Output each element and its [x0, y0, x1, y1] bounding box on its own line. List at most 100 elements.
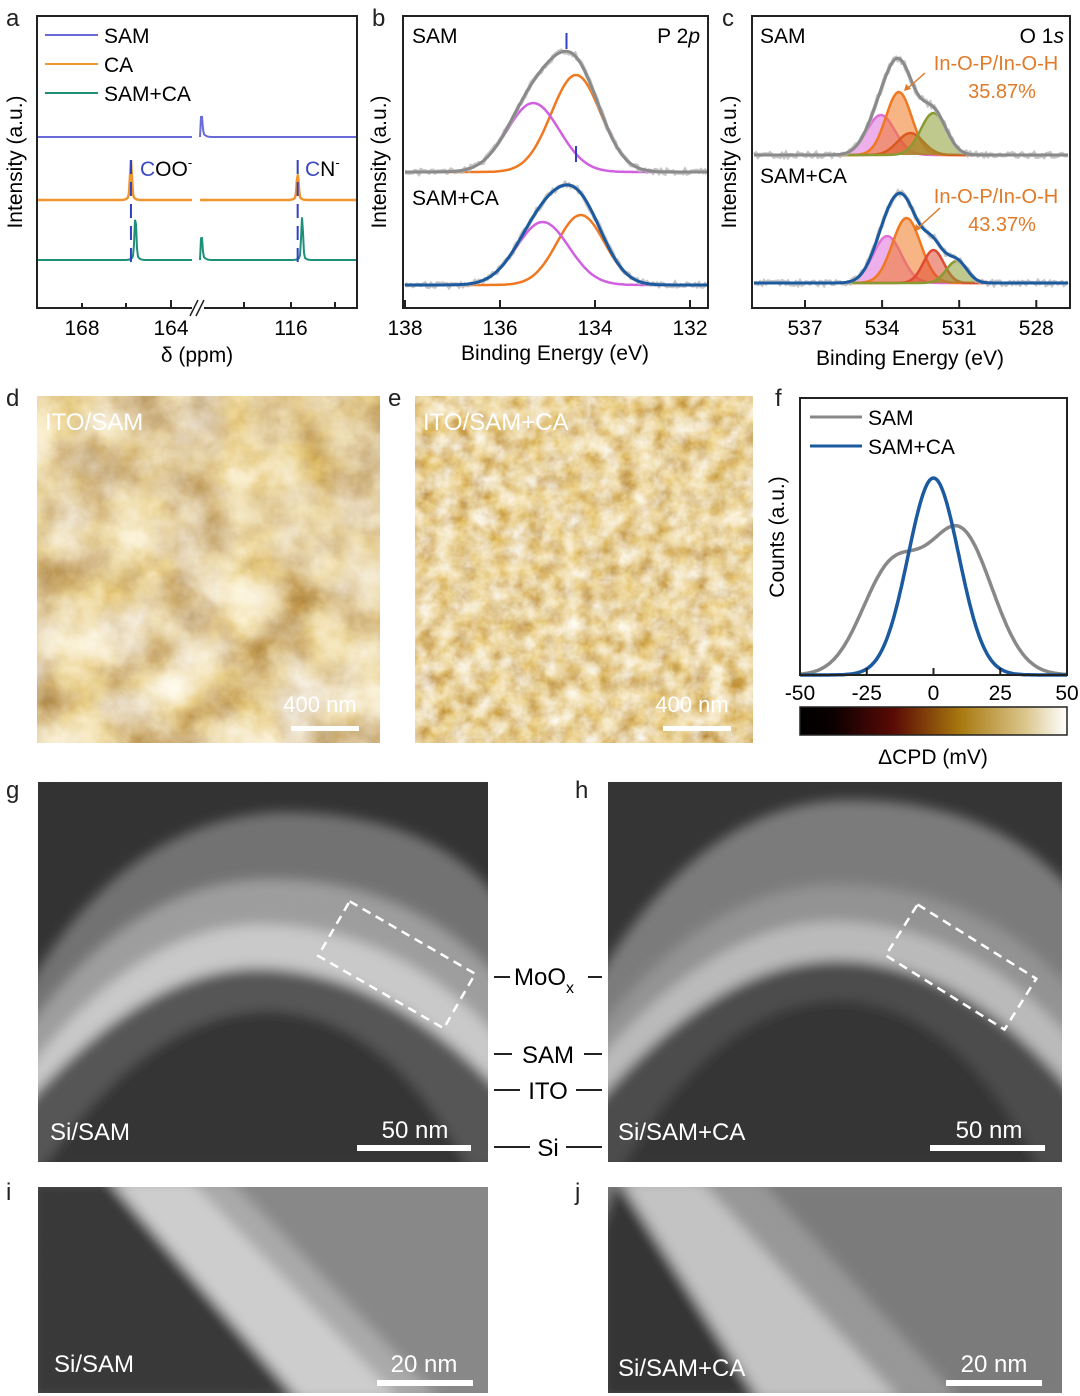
image-label: Si/SAM+CA — [618, 1119, 745, 1146]
spectrum-label: SAM+CA — [760, 165, 847, 188]
x-tick-label: 531 — [942, 317, 977, 340]
tem-image-g: Si/SAM 50 nm — [20, 782, 500, 1170]
x-axis-label: ΔCPD (mV) — [878, 746, 988, 769]
panel-label-j: j — [574, 1179, 580, 1206]
afm-image-d: ITO/SAM 400 nm — [37, 396, 380, 743]
panel-label-e: e — [388, 385, 401, 412]
image-label: ITO/SAM — [45, 409, 143, 436]
annotation-arrow — [918, 208, 940, 228]
x-tick-label: -25 — [852, 682, 882, 705]
x-tick-label: 134 — [577, 317, 612, 340]
xps-o1s-chart: 537 534 531 528 SAM SAM+CA O 1s In-O-P/In-O… — [718, 16, 1070, 370]
scale-bar-label: 20 nm — [391, 1351, 458, 1378]
legend-label: SAM+CA — [868, 436, 955, 459]
layer-labels: MoOx SAM ITO Si — [494, 964, 602, 1162]
component-label: In-O-P/In-O-H — [934, 186, 1058, 208]
tem-image-h: Si/SAM+CA 50 nm — [590, 782, 1080, 1170]
core-level-title: O 1s — [1020, 25, 1065, 48]
scale-bar — [930, 1145, 1045, 1151]
tem-image-j: Si/SAM+CA 20 nm — [600, 1180, 1070, 1396]
x-tick-label: 25 — [989, 682, 1012, 705]
raw-data-points — [405, 51, 707, 174]
arrow-head-icon — [904, 84, 911, 91]
nmr-series-line-right — [200, 117, 356, 137]
x-tick-label: 528 — [1019, 317, 1054, 340]
layer-text: MoO — [514, 964, 566, 991]
panel-label-d: d — [6, 385, 19, 412]
layer-label-si: Si — [537, 1135, 558, 1162]
legend-label: SAM+CA — [104, 83, 191, 106]
x-tick-label: 168 — [64, 317, 99, 340]
title-text: P 2 — [657, 25, 688, 48]
scale-bar — [663, 726, 731, 731]
annotation-text: OO — [155, 158, 188, 181]
annotation-cn: CN- — [305, 155, 340, 181]
colorbar — [800, 707, 1067, 735]
x-tick-label: 50 — [1055, 682, 1078, 705]
x-axis-label: δ (ppm) — [161, 344, 233, 367]
afm-map — [37, 396, 380, 743]
x-tick-label: 537 — [787, 317, 822, 340]
x-tick-label: 0 — [928, 682, 940, 705]
title-orbital: p — [687, 25, 700, 48]
annotation-charge: - — [188, 155, 192, 170]
nmr-legend: SAM CA SAM+CA — [45, 25, 191, 106]
scale-bar-label: 50 nm — [382, 1117, 449, 1144]
nmr-plot-area — [38, 117, 356, 308]
x-tick-label: 116 — [274, 317, 307, 340]
image-label: Si/SAM — [50, 1119, 130, 1146]
scale-bar-label: 50 nm — [956, 1117, 1023, 1144]
afm-image-e: ITO/SAM+CA 400 nm — [415, 396, 753, 743]
x-tick-label: 164 — [153, 317, 188, 340]
nmr-chart: 168 164 116 δ (ppm) Intensity (a.u.) SAM… — [4, 16, 357, 367]
fit-component-curve — [405, 215, 707, 285]
layer-label-moox: MoOx — [514, 964, 574, 997]
title-text: O 1 — [1020, 25, 1054, 48]
y-axis-label: Intensity (a.u.) — [368, 95, 391, 228]
fit-component-curve — [405, 103, 707, 172]
panel-label-g: g — [6, 777, 19, 804]
xps-p2p-axes-frame — [403, 16, 708, 308]
afm-map — [415, 396, 753, 743]
spectrum-label: SAM — [412, 25, 458, 48]
scale-bar-label: 400 nm — [655, 692, 728, 717]
component-label: In-O-P/In-O-H — [934, 53, 1058, 75]
panel-label-h: h — [575, 777, 588, 804]
title-orbital: s — [1054, 25, 1065, 48]
layer-label-sam: SAM — [522, 1042, 574, 1069]
image-label: Si/SAM+CA — [618, 1355, 745, 1382]
component-percent: 43.37% — [968, 214, 1036, 236]
y-axis-label: Counts (a.u.) — [766, 476, 789, 597]
nmr-series-line-left — [38, 220, 192, 260]
legend-label: SAM — [868, 407, 914, 430]
annotation-text: N — [320, 158, 335, 181]
fit-component-curve — [405, 222, 707, 285]
panel-label-f: f — [775, 385, 782, 412]
scale-bar — [946, 1380, 1042, 1386]
cpd-histogram-chart: -50 -25 0 25 50 ΔCPD (mV) Counts (a.u.) SAM … — [766, 398, 1079, 769]
scale-bar-label: 400 nm — [283, 692, 356, 717]
tem-image-i: Si/SAM 20 nm — [30, 1180, 500, 1396]
annotation-coo: COO- — [140, 155, 192, 181]
layer-label-ito: ITO — [528, 1078, 568, 1105]
x-axis-label: Binding Energy (eV) — [461, 342, 649, 365]
image-label: Si/SAM — [54, 1351, 134, 1378]
spectrum-label: SAM+CA — [412, 187, 499, 210]
scale-bar — [377, 1380, 473, 1386]
annotation-carbon: C — [140, 158, 155, 181]
y-axis-label: Intensity (a.u.) — [4, 95, 27, 228]
x-axis-label: Binding Energy (eV) — [816, 347, 1004, 370]
y-axis-label: Intensity (a.u.) — [718, 95, 741, 228]
spectrum-label: SAM — [760, 25, 806, 48]
panel-label-c: c — [722, 5, 734, 32]
annotation-charge: - — [335, 155, 339, 170]
x-tick-label: 138 — [387, 317, 422, 340]
x-tick-label: 136 — [482, 317, 517, 340]
x-tick-label: -50 — [785, 682, 815, 705]
layer-subscript: x — [566, 980, 574, 997]
panel-label-b: b — [372, 5, 385, 32]
panel-label-a: a — [6, 5, 20, 32]
scale-bar-label: 20 nm — [961, 1351, 1028, 1378]
